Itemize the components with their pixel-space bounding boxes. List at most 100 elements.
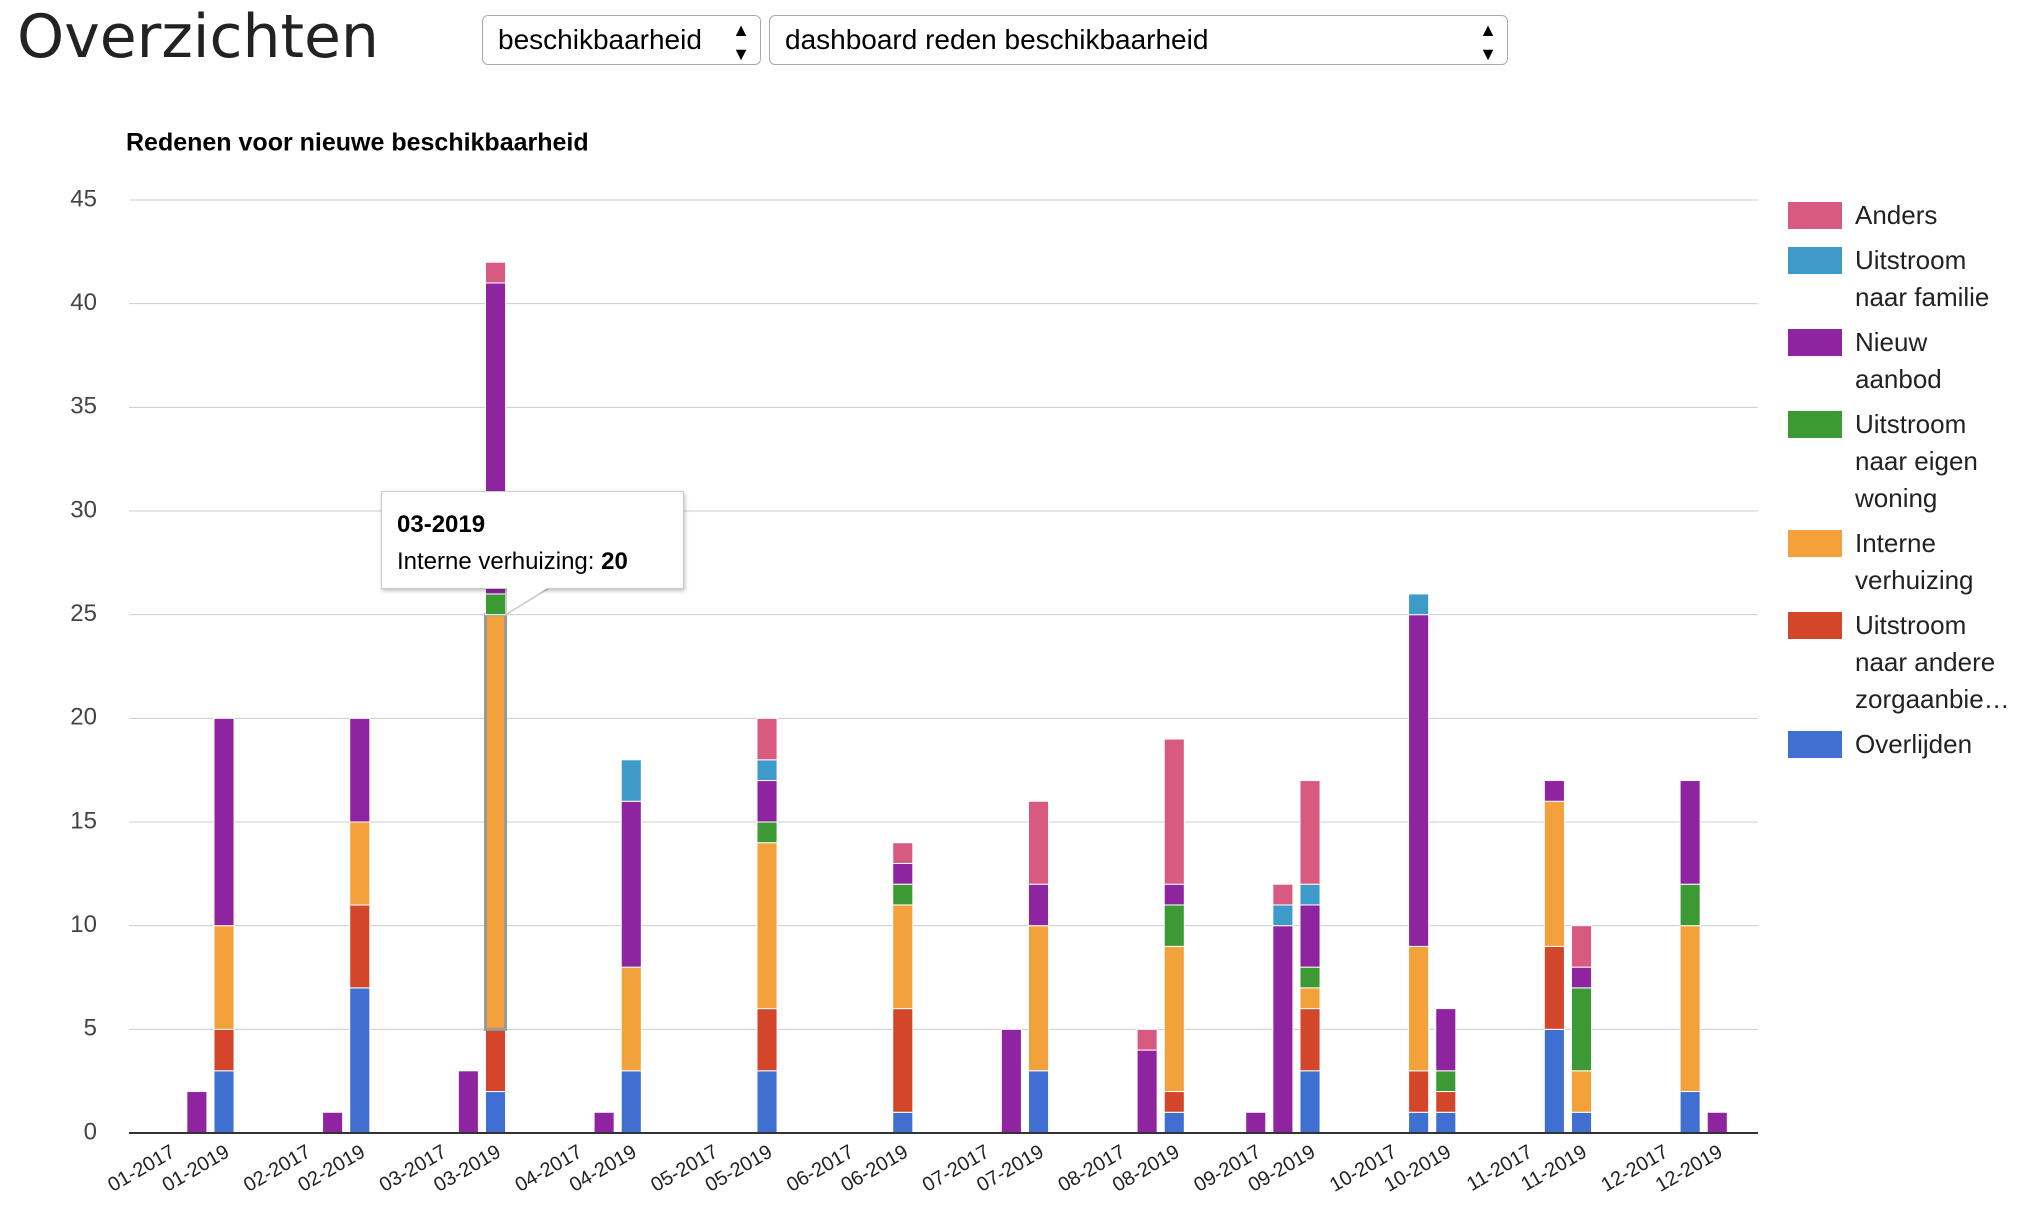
legend-entry: Nieuw aanbod — [1788, 324, 2018, 398]
tooltip-pointer — [507, 587, 549, 613]
bar-segment — [1299, 987, 1321, 1010]
bar-segment — [892, 1111, 914, 1134]
bar-segment — [1027, 925, 1050, 1072]
bar-segment — [349, 987, 371, 1134]
select-text: beschikbaarheid — [498, 24, 702, 55]
bar-segment — [1163, 1091, 1185, 1113]
tooltip-row: Interne verhuizing: 20 — [397, 543, 668, 580]
bar-segment — [186, 1091, 208, 1134]
bar-segment — [1435, 1070, 1457, 1093]
legend-label: Overlijden — [1855, 729, 1973, 759]
y-tick-label: 25 — [70, 600, 97, 627]
bar-segment — [593, 1111, 615, 1134]
bar-segment — [1272, 883, 1294, 906]
legend-entry: Uitstroom naar eigen woning — [1788, 406, 2018, 517]
bar-segment — [1027, 1070, 1050, 1134]
chart-title: Redenen voor nieuwe beschikbaarheid — [126, 129, 589, 157]
y-tick-label: 20 — [70, 704, 97, 731]
bar-segment — [620, 966, 642, 1072]
bar-segment — [1570, 1070, 1593, 1113]
y-tick-label: 5 — [84, 1015, 97, 1042]
legend-label: Uitstroom naar eigen woning — [1855, 409, 1978, 513]
bar-segment — [756, 759, 778, 782]
bar-segment — [1543, 800, 1565, 947]
legend-entry: Overlijden — [1788, 726, 2018, 763]
bar-segment — [1163, 904, 1185, 947]
legend-swatch — [1788, 530, 1842, 557]
bar-segment — [620, 759, 642, 802]
y-tick-label: 45 — [70, 185, 97, 212]
bar-segment — [892, 904, 914, 1010]
bar-segment — [349, 717, 371, 823]
legend-swatch — [1788, 731, 1842, 758]
y-tick-label: 40 — [70, 289, 97, 316]
bar-segment — [892, 883, 914, 906]
page-heading: Overzichten — [17, 2, 379, 72]
bar-segment — [1299, 883, 1321, 906]
tooltip: 03-2019 Interne verhuizing: 20 — [381, 491, 684, 589]
bar-segment — [1435, 1008, 1457, 1072]
bar-segment — [1570, 925, 1593, 968]
bar-segment — [1027, 800, 1050, 885]
bar-segment — [213, 717, 235, 927]
bar-segment — [892, 842, 914, 864]
bar-segment — [1136, 1028, 1158, 1051]
tooltip-label: Interne verhuizing: — [397, 548, 595, 575]
legend: Anders Uitstroom naar familie Nieuw aanbod… — [1788, 197, 2018, 763]
bar-segment — [1543, 1028, 1565, 1134]
bar-segment — [1163, 883, 1185, 906]
legend-entry: Anders — [1788, 197, 2018, 234]
bar-segment — [1570, 987, 1593, 1072]
bar-segment — [892, 1008, 914, 1113]
bar-segment — [484, 1091, 507, 1134]
legend-entry: Uitstroom naar familie — [1788, 242, 2018, 316]
bar-segment — [620, 800, 642, 968]
bar-segment — [1408, 1111, 1430, 1134]
tooltip-title: 03-2019 — [397, 511, 486, 538]
select-type[interactable]: beschikbaarheid ▲ ▼ — [482, 15, 761, 65]
bar-segment — [1163, 738, 1185, 885]
bar-segment — [1299, 1008, 1321, 1072]
legend-label: Uitstroom naar familie — [1855, 245, 1990, 312]
y-tick-label: 10 — [70, 911, 97, 938]
y-tick-label: 15 — [70, 807, 97, 834]
bar-segment — [1435, 1111, 1457, 1134]
select-dashboard[interactable]: dashboard reden beschikbaarheid ▲ ▼ — [769, 15, 1508, 65]
y-tick-label: 0 — [84, 1118, 97, 1145]
bar-segment — [756, 1008, 778, 1072]
select-text: dashboard reden beschikbaarheid — [785, 24, 1209, 55]
bar-segment — [756, 842, 778, 1010]
bar-segment — [1570, 966, 1593, 989]
bar-segment — [1679, 1091, 1701, 1134]
bar-segment — [213, 1070, 235, 1134]
bar-segment — [1299, 780, 1321, 885]
bar-segment — [1408, 593, 1430, 616]
bar-segment — [1435, 1091, 1457, 1113]
bar-segment — [213, 1028, 235, 1072]
legend-swatch — [1788, 612, 1842, 639]
bar-segment — [349, 821, 371, 906]
bar-segment — [1299, 1070, 1321, 1134]
bar-segment — [484, 593, 507, 616]
bar-segment — [1679, 883, 1701, 927]
legend-label: Nieuw aanbod — [1855, 327, 1942, 394]
bar-segment — [756, 1070, 778, 1134]
bar-segment — [620, 1070, 642, 1134]
bar-segment — [483, 613, 508, 1031]
select-arrows: ▲ ▼ — [1479, 20, 1497, 64]
legend-swatch — [1788, 411, 1842, 438]
bar-segment — [1570, 1111, 1593, 1134]
legend-entry: Uitstroom naar andere zorgaanbie… — [1788, 607, 2018, 718]
bar-segment — [1408, 614, 1430, 947]
bar-segment — [756, 780, 778, 823]
bar-segment — [457, 1070, 479, 1134]
legend-swatch — [1788, 202, 1842, 229]
legend-swatch — [1788, 247, 1842, 274]
bar-segment — [322, 1111, 344, 1134]
bar-segment — [484, 1028, 507, 1093]
bar-segment — [1245, 1111, 1267, 1134]
select-arrows: ▲ ▼ — [732, 20, 750, 64]
bar-segment — [1299, 966, 1321, 989]
bar-segment — [1679, 780, 1701, 885]
